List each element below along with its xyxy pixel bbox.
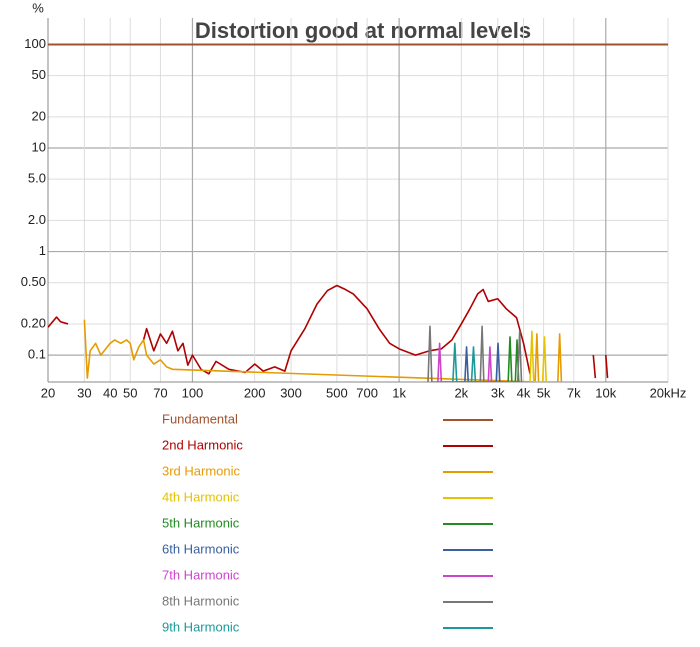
y-tick-label: 10 xyxy=(32,139,46,154)
x-tick-label: 100 xyxy=(182,385,204,400)
y-tick-label: 20 xyxy=(32,108,46,123)
series-line xyxy=(452,342,477,382)
y-tick-label: 0.20 xyxy=(21,315,46,330)
chart-title: Distortion good at normal levels xyxy=(195,18,531,43)
y-tick-label: 2.0 xyxy=(28,212,46,227)
x-tick-label: 5k xyxy=(537,385,551,400)
x-tick-label: 20 xyxy=(41,385,55,400)
legend-label: 9th Harmonic xyxy=(162,619,240,634)
x-tick-label: 1k xyxy=(392,385,406,400)
y-axis-label: % xyxy=(32,0,44,15)
y-tick-label: 1 xyxy=(39,243,46,258)
y-tick-label: 50 xyxy=(32,67,46,82)
y-tick-label: 100 xyxy=(24,36,46,51)
x-tick-label: 200 xyxy=(244,385,266,400)
x-tick-label: 50 xyxy=(123,385,137,400)
series-line xyxy=(507,336,520,382)
legend-label: 2nd Harmonic xyxy=(162,437,243,452)
legend-label: 6th Harmonic xyxy=(162,541,240,556)
x-tick-label: 10k xyxy=(595,385,616,400)
series-line xyxy=(529,330,548,382)
x-tick-label: 700 xyxy=(356,385,378,400)
x-tick-label: 3k xyxy=(491,385,505,400)
x-tick-label: 300 xyxy=(280,385,302,400)
x-tick-label: 40 xyxy=(103,385,117,400)
legend-label: 7th Harmonic xyxy=(162,567,240,582)
series-line xyxy=(83,319,563,382)
series-line xyxy=(464,342,501,382)
series-line xyxy=(437,342,493,382)
x-tick-label: 4k xyxy=(517,385,531,400)
series-line xyxy=(48,284,609,379)
x-tick-label: 70 xyxy=(153,385,167,400)
x-tick-label: 2k xyxy=(454,385,468,400)
y-tick-label: 0.50 xyxy=(21,274,46,289)
legend-label: 8th Harmonic xyxy=(162,593,240,608)
plot-area xyxy=(48,43,668,382)
x-tick-label: 20kHz xyxy=(650,385,687,400)
x-tick-label: 7k xyxy=(567,385,581,400)
y-tick-label: 0.1 xyxy=(28,347,46,362)
x-tick-label: 30 xyxy=(77,385,91,400)
legend-label: 5th Harmonic xyxy=(162,515,240,530)
x-tick-label: 500 xyxy=(326,385,348,400)
legend-label: Fundamental xyxy=(162,411,238,426)
legend-label: 3rd Harmonic xyxy=(162,463,241,478)
y-tick-label: 5.0 xyxy=(28,171,46,186)
series-line xyxy=(427,325,523,382)
legend-label: 4th Harmonic xyxy=(162,489,240,504)
